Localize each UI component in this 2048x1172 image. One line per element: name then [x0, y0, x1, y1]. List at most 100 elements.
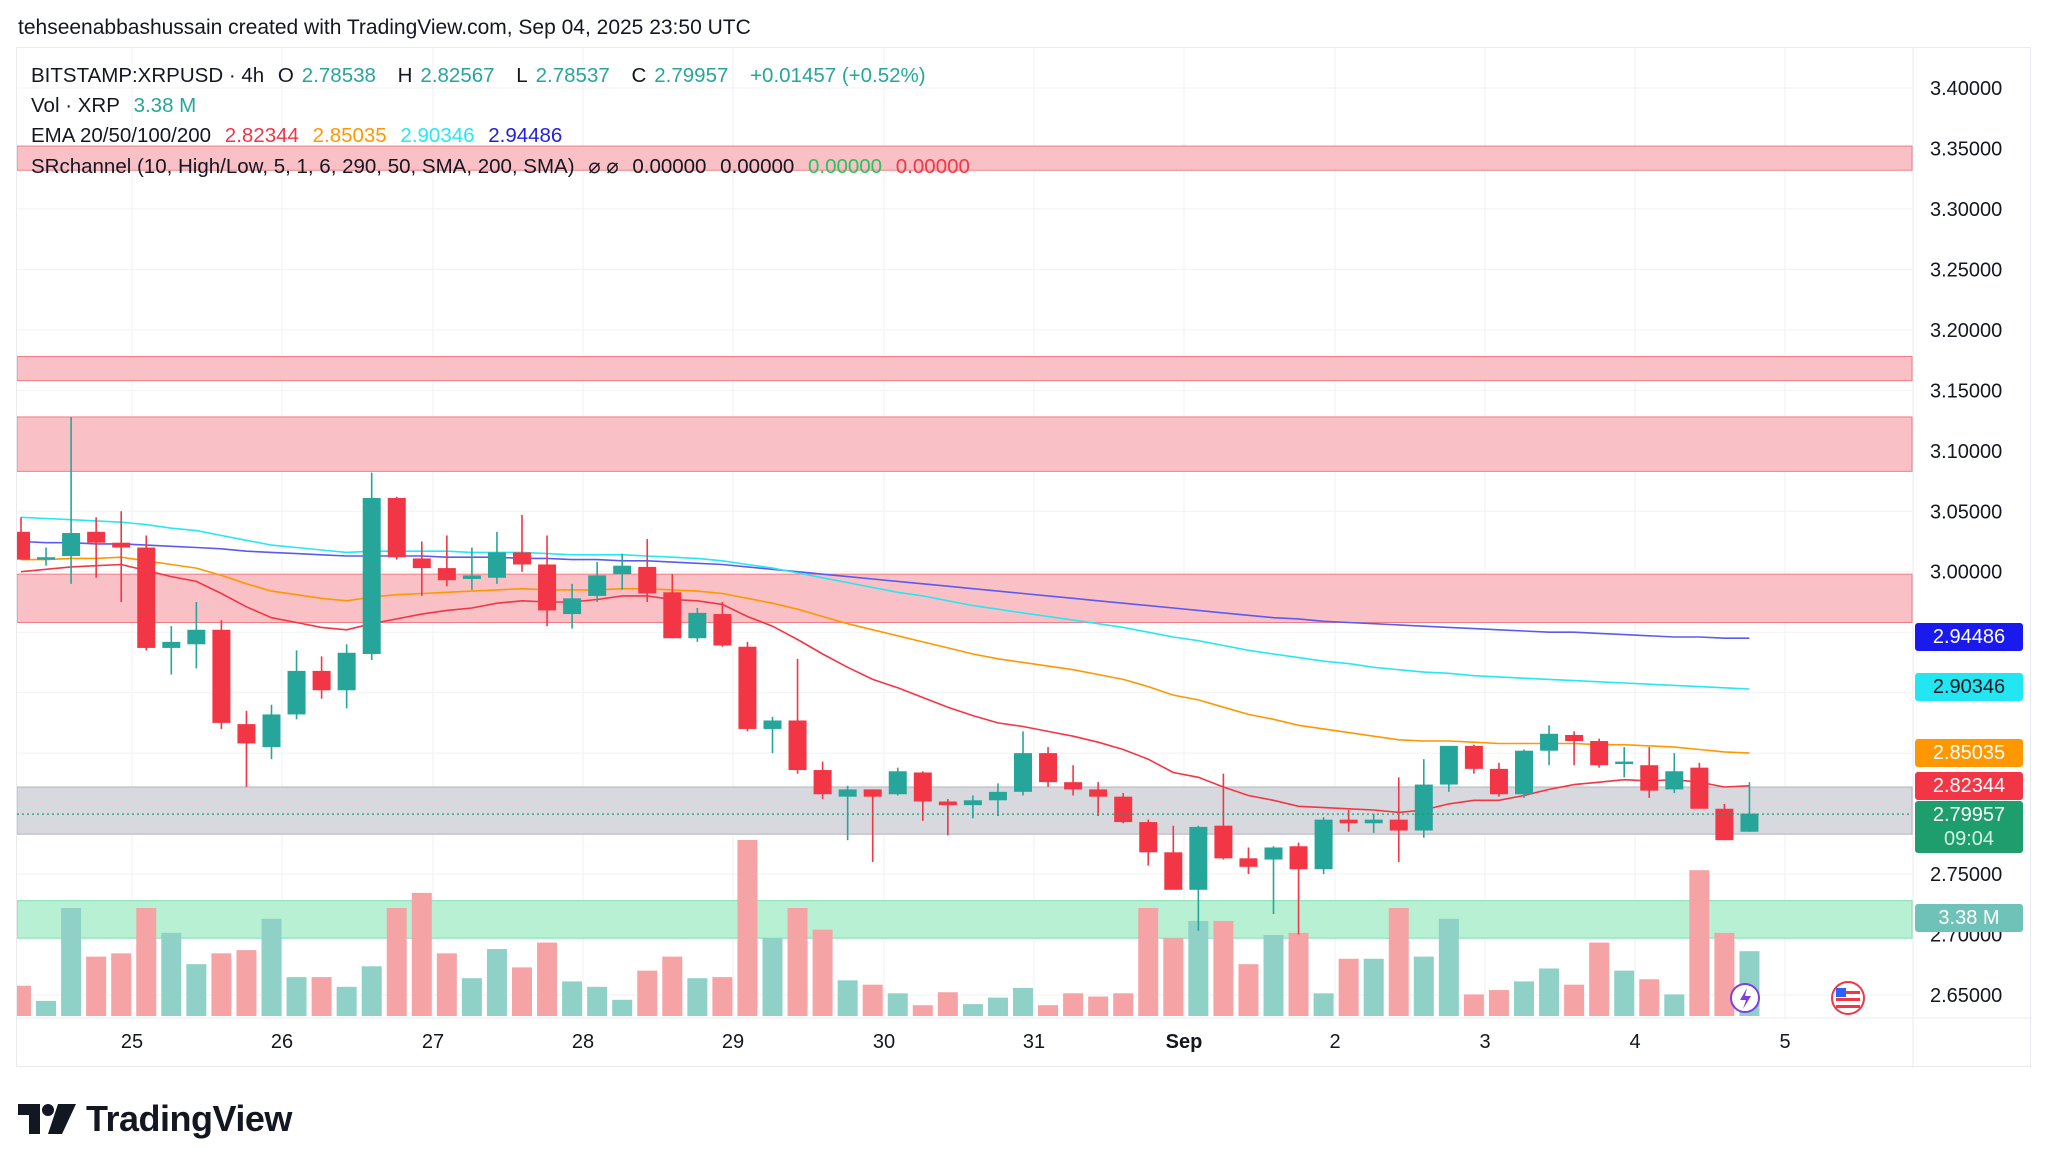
legend-volume[interactable]: Vol · XRP 3.38 M	[31, 94, 204, 118]
volume-bar	[1438, 918, 1459, 1016]
volume-bar	[1288, 932, 1309, 1016]
candle-body	[838, 789, 857, 797]
legend-sr-symbols: ⌀ ⌀	[588, 155, 619, 178]
price-axis-label: 3.30000	[1930, 199, 2002, 221]
volume-bar	[1363, 958, 1384, 1016]
chart-credit: tehseenabbashussain created with Trading…	[18, 16, 751, 39]
legend-ema100: 2.90346	[400, 124, 475, 147]
volume-bar	[587, 986, 608, 1016]
candle-body	[487, 552, 506, 578]
volume-bar	[1714, 932, 1735, 1016]
ema200-line	[20, 540, 1750, 640]
volume-bar	[286, 977, 307, 1016]
legend-symbol[interactable]: BITSTAMP:XRPUSD · 4h	[31, 64, 265, 87]
candle-body	[1590, 741, 1609, 766]
volume-bar	[236, 950, 257, 1016]
time-axis-label: Sep	[1166, 1031, 1203, 1053]
candle-body	[1264, 847, 1283, 860]
price-axis-label: 2.65000	[1930, 985, 2002, 1007]
legend-ema[interactable]: EMA 20/50/100/200 2.82344 2.85035 2.9034…	[31, 124, 570, 148]
candle-body	[387, 497, 406, 558]
candle-body	[1640, 765, 1659, 791]
volume-bar	[161, 932, 182, 1016]
tradingview-logo-icon	[18, 1104, 76, 1134]
time-axis-label: 31	[1023, 1031, 1045, 1053]
volume-bar	[36, 1000, 57, 1016]
lightning-bolt-icon	[1740, 988, 1751, 1009]
candle-body	[963, 800, 982, 806]
volume-bar	[562, 981, 583, 1016]
volume-bar	[1263, 935, 1284, 1016]
legend-open: O 2.78538	[277, 64, 376, 87]
bar-countdown: 09:04	[1943, 828, 1995, 850]
candle-body	[412, 558, 431, 569]
candle-body	[1339, 819, 1358, 824]
volume-bar	[1514, 981, 1534, 1016]
candle-body	[1489, 768, 1508, 795]
volume-bar	[111, 953, 132, 1016]
time-axis-label: 4	[1629, 1031, 1640, 1053]
ema20-price-tag: 2.82344	[1915, 772, 2023, 800]
volume-bar	[136, 908, 157, 1016]
volume-bar	[837, 980, 858, 1016]
candle-body	[112, 542, 131, 548]
legend-ema50: 2.85035	[312, 124, 387, 147]
candle-body	[563, 598, 582, 615]
tradingview-logo[interactable]: TradingView	[18, 1098, 292, 1140]
volume-bar	[1013, 987, 1033, 1016]
ema50-price-tag: 2.85035	[1915, 739, 2023, 767]
ema200-price-tag: 2.94486	[1915, 623, 2023, 651]
legend-srchannel[interactable]: SRchannel (10, High/Low, 5, 1, 6, 290, 5…	[31, 154, 978, 179]
volume-bar	[537, 942, 558, 1016]
volume-bar	[862, 984, 883, 1016]
volume-bar	[1539, 968, 1560, 1016]
price-axis-label: 3.10000	[1930, 441, 2002, 463]
resistance-zone	[17, 573, 1913, 624]
legend-sr-v1: 0.00000	[632, 155, 707, 178]
candle-body	[613, 565, 632, 575]
volume-bar	[887, 993, 908, 1016]
volume-bar	[612, 999, 633, 1016]
volume-bar	[186, 964, 207, 1016]
chart-frame[interactable]: 3.40000 3.35000 3.30000 3.25000 3.20000 3.150…	[16, 47, 2032, 1068]
time-axis-label: 3	[1479, 1031, 1490, 1053]
volume-bar	[211, 953, 232, 1016]
candle-body	[1690, 767, 1709, 809]
candle-body	[162, 641, 181, 648]
candle-body	[287, 670, 306, 715]
candle-body	[362, 497, 381, 654]
volume-bar	[987, 997, 1008, 1016]
volume-bar	[1238, 964, 1259, 1016]
volume-bar	[1188, 920, 1209, 1016]
volume-bar	[261, 918, 282, 1016]
price-chart[interactable]: 3.40000 3.35000 3.30000 3.25000 3.20000 3.150…	[17, 48, 2032, 1068]
volume-bar	[912, 1005, 933, 1016]
candle-body	[688, 612, 707, 639]
legend-vol-label: Vol · XRP	[31, 94, 120, 117]
us-flag-stripe	[1836, 1005, 1860, 1008]
volume-bar	[1313, 993, 1334, 1016]
candle-body	[17, 531, 30, 560]
candle-body	[863, 789, 882, 797]
volume-bar	[1338, 958, 1359, 1016]
volume-bar	[712, 977, 733, 1016]
volume-bar	[1038, 1005, 1059, 1016]
candle-body	[1740, 813, 1759, 832]
candle-body	[813, 770, 832, 795]
volume-bar	[1163, 938, 1184, 1016]
price-axis-label: 3.05000	[1930, 501, 2002, 523]
candle-body	[1615, 761, 1634, 765]
volume-bar	[1488, 990, 1509, 1016]
volume-bar	[737, 839, 758, 1016]
legend-high: H 2.82567	[397, 64, 495, 87]
volume-bar	[486, 949, 507, 1016]
volume-bar	[1413, 956, 1434, 1016]
resistance-zone	[17, 145, 1913, 171]
volume-bar	[61, 908, 82, 1016]
candle-body	[1314, 819, 1333, 870]
candle-body	[437, 568, 456, 581]
candle-body	[1064, 782, 1083, 790]
price-axis-label: 2.75000	[1930, 864, 2002, 886]
neutral-zone	[17, 786, 1913, 835]
time-axis-label: 29	[722, 1031, 744, 1053]
